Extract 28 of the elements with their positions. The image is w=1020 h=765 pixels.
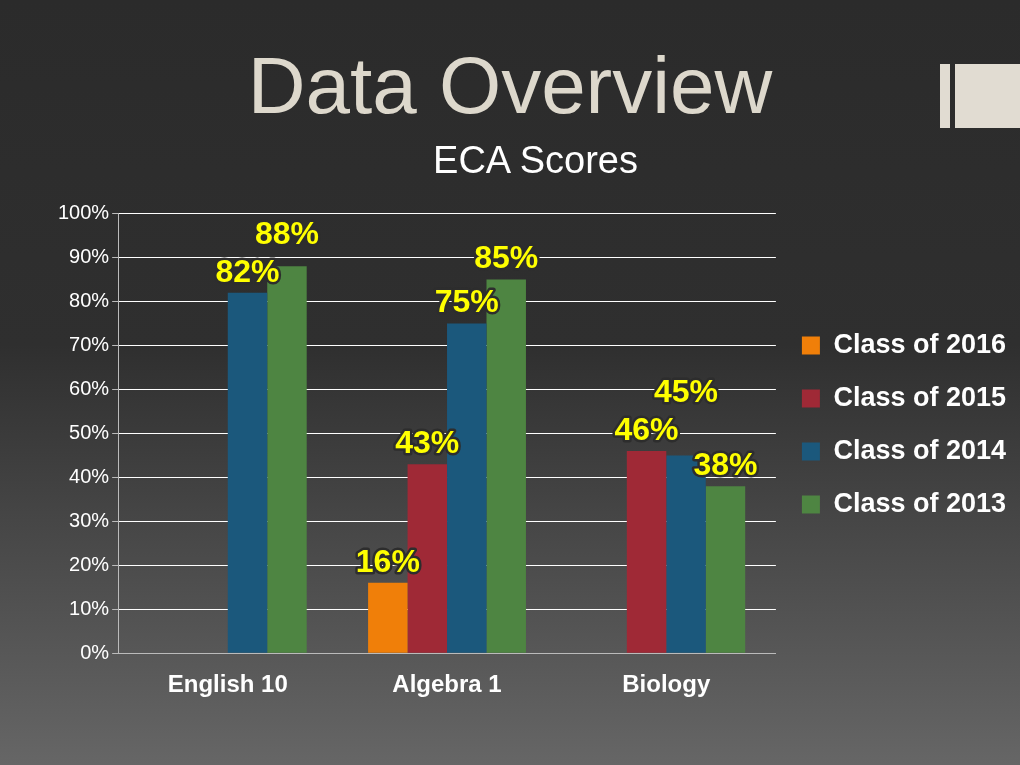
chart-subtitle: ECA Scores [433, 139, 638, 182]
bar [368, 582, 408, 653]
data-label: 43% [395, 424, 460, 460]
bar [705, 486, 746, 653]
x-tick-label: Algebra 1 [392, 670, 502, 698]
y-tick-label: 60% [69, 376, 110, 399]
bar [626, 450, 667, 653]
x-tick-label: English 10 [167, 670, 288, 698]
data-label: 88% [254, 214, 319, 251]
y-tick-label: 0% [80, 640, 110, 663]
y-tick-label: 100% [58, 201, 110, 224]
bar [227, 292, 268, 653]
data-label: 38% [693, 445, 758, 482]
data-label: 82% [215, 252, 280, 289]
legend-label: Class of 2016 [833, 328, 1007, 359]
legend-label: Class of 2015 [833, 381, 1007, 412]
y-tick-label: 80% [69, 289, 110, 312]
y-tick-label: 40% [69, 464, 110, 487]
chart-title: Data Overview [246, 40, 774, 132]
y-tick-label: 30% [69, 508, 110, 531]
y-tick-label: 20% [69, 552, 110, 575]
x-tick-label: Biology [622, 670, 711, 698]
y-tick-label: 70% [69, 333, 110, 355]
y-tick-label: 10% [69, 596, 110, 619]
y-tick-label: 90% [69, 245, 110, 268]
legend-label: Class of 2014 [833, 434, 1007, 465]
legend-label: Class of 2013 [833, 487, 1007, 518]
y-tick-label: 50% [69, 420, 110, 443]
